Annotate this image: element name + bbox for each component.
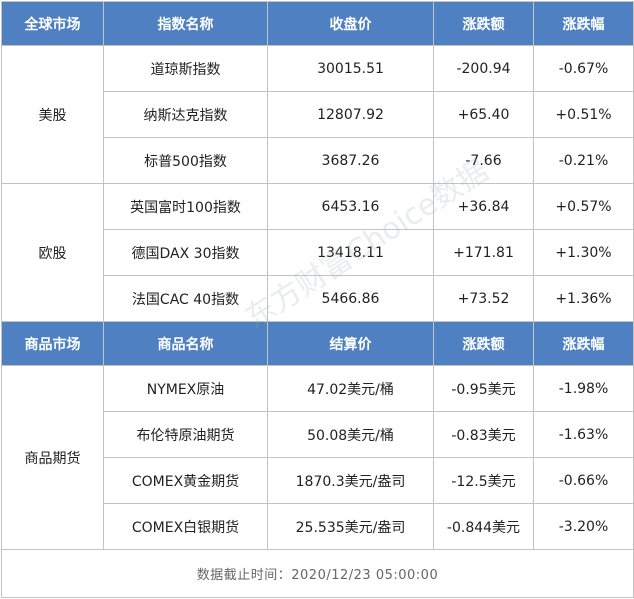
change-pct: -0.67% xyxy=(533,45,634,92)
stocks-header-row: 全球市场 指数名称 收盘价 涨跌额 涨跌幅 xyxy=(1,1,634,46)
table-row: 法国CAC 40指数 5466.86 +73.52 +1.36% xyxy=(2,275,634,322)
commodity-name: COMEX黄金期货 xyxy=(103,457,268,504)
commodity-name: NYMEX原油 xyxy=(103,365,268,412)
close-price: 13418.11 xyxy=(267,229,434,276)
change-pct: -1.98% xyxy=(533,365,634,412)
footer-row: 数据截止时间：2020/12/23 05:00:00 xyxy=(1,549,634,598)
table-row: 标普500指数 3687.26 -7.66 -0.21% xyxy=(2,137,634,184)
market-us-stocks: 美股 xyxy=(1,45,104,184)
commodity-name: 布伦特原油期货 xyxy=(103,411,268,458)
settlement-price: 50.08美元/桶 xyxy=(267,411,434,458)
header-change-pct: 涨跌幅 xyxy=(533,1,634,46)
table-row: 商品期货 NYMEX原油 47.02美元/桶 -0.95美元 -1.98% xyxy=(1,365,634,550)
change-value: -0.83美元 xyxy=(433,411,534,458)
header-global-market: 全球市场 xyxy=(1,1,104,46)
change-pct: +0.51% xyxy=(533,91,634,138)
close-price: 5466.86 xyxy=(267,275,434,322)
settlement-price: 47.02美元/桶 xyxy=(267,365,434,412)
change-pct: -0.21% xyxy=(533,137,634,184)
header-commodity-name: 商品名称 xyxy=(103,321,268,366)
change-value: +65.40 xyxy=(433,91,534,138)
market-commodity-futures: 商品期货 xyxy=(1,365,104,550)
index-name: 英国富时100指数 xyxy=(103,183,268,230)
change-pct: +1.36% xyxy=(533,275,634,322)
change-value: -12.5美元 xyxy=(433,457,534,504)
header-commodity-market: 商品市场 xyxy=(1,321,104,366)
commodities-header-row: 商品市场 商品名称 结算价 涨跌额 涨跌幅 xyxy=(1,321,634,366)
table-row: 纳斯达克指数 12807.92 +65.40 +0.51% xyxy=(2,91,634,138)
table-row: 欧股 英国富时100指数 6453.16 +36.84 +0.57% xyxy=(1,183,634,322)
change-pct: +1.30% xyxy=(533,229,634,276)
header-change-pct: 涨跌幅 xyxy=(533,321,634,366)
header-close-price: 收盘价 xyxy=(267,1,434,46)
header-change: 涨跌额 xyxy=(433,1,534,46)
change-value: -0.844美元 xyxy=(433,503,534,550)
settlement-price: 1870.3美元/盎司 xyxy=(267,457,434,504)
change-value: -7.66 xyxy=(433,137,534,184)
index-name: 德国DAX 30指数 xyxy=(103,229,268,276)
header-index-name: 指数名称 xyxy=(103,1,268,46)
close-price: 6453.16 xyxy=(267,183,434,230)
table-row: 布伦特原油期货 50.08美元/桶 -0.83美元 -1.63% xyxy=(2,411,634,458)
index-name: 标普500指数 xyxy=(103,137,268,184)
change-pct: -1.63% xyxy=(533,411,634,458)
change-value: -0.95美元 xyxy=(433,365,534,412)
change-pct: -3.20% xyxy=(533,503,634,550)
change-value: +36.84 xyxy=(433,183,534,230)
close-price: 30015.51 xyxy=(267,45,434,92)
table-row: COMEX白银期货 25.535美元/盎司 -0.844美元 -3.20% xyxy=(2,503,634,550)
change-pct: -0.66% xyxy=(533,457,634,504)
change-pct: +0.57% xyxy=(533,183,634,230)
market-eu-stocks: 欧股 xyxy=(1,183,104,322)
change-value: +73.52 xyxy=(433,275,534,322)
index-name: 纳斯达克指数 xyxy=(103,91,268,138)
table-row: 美股 道琼斯指数 30015.51 -200.94 -0.67% xyxy=(1,45,634,184)
index-name: 道琼斯指数 xyxy=(103,45,268,92)
change-value: -200.94 xyxy=(433,45,534,92)
header-settlement-price: 结算价 xyxy=(267,321,434,366)
close-price: 3687.26 xyxy=(267,137,434,184)
index-name: 法国CAC 40指数 xyxy=(103,275,268,322)
close-price: 12807.92 xyxy=(267,91,434,138)
header-change: 涨跌额 xyxy=(433,321,534,366)
settlement-price: 25.535美元/盎司 xyxy=(267,503,434,550)
data-cutoff-time: 数据截止时间：2020/12/23 05:00:00 xyxy=(1,549,634,598)
commodity-name: COMEX白银期货 xyxy=(103,503,268,550)
change-value: +171.81 xyxy=(433,229,534,276)
table-row: COMEX黄金期货 1870.3美元/盎司 -12.5美元 -0.66% xyxy=(2,457,634,504)
table-row: 德国DAX 30指数 13418.11 +171.81 +1.30% xyxy=(2,229,634,276)
